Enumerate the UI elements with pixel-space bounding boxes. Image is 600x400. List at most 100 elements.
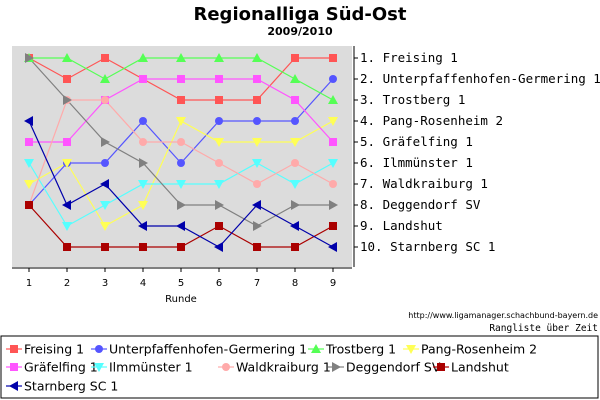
data-point bbox=[290, 221, 299, 231]
data-point bbox=[215, 75, 223, 83]
legend-label: Gräfelfing 1 bbox=[24, 360, 98, 375]
rank-label: 10. Starnberg SC 1 bbox=[360, 239, 495, 254]
data-point bbox=[328, 159, 338, 168]
legend-label: Unterpfaffenhofen-Germering 1 bbox=[109, 342, 307, 357]
data-point bbox=[290, 74, 300, 83]
data-point bbox=[214, 242, 223, 252]
data-point bbox=[291, 117, 299, 125]
legend-swatch-marker bbox=[311, 344, 321, 353]
rank-label: 7. Waldkraiburg 1 bbox=[360, 176, 488, 191]
data-point bbox=[215, 96, 223, 104]
legend-label: Landshut bbox=[451, 360, 509, 375]
legend-swatch-marker bbox=[95, 345, 103, 353]
legend-label: Starnberg SC 1 bbox=[24, 379, 118, 394]
data-point bbox=[176, 180, 186, 189]
data-point bbox=[62, 200, 71, 210]
data-point bbox=[291, 200, 300, 210]
legend: Freising 1 Unterpfaffenhofen-Germering 1 T… bbox=[6, 342, 537, 394]
data-point bbox=[101, 243, 109, 251]
data-point bbox=[253, 75, 261, 83]
data-point bbox=[214, 138, 224, 147]
legend-swatch-marker bbox=[10, 363, 18, 371]
data-point bbox=[328, 117, 338, 126]
data-point bbox=[291, 243, 299, 251]
rank-labels: 1. Freising 1 2. Unterpfaffenhofen-Germer… bbox=[354, 50, 600, 254]
legend-swatch-marker bbox=[94, 363, 104, 372]
x-tick-label: 2 bbox=[64, 278, 70, 289]
data-point bbox=[101, 54, 109, 62]
data-point bbox=[214, 53, 224, 62]
data-point bbox=[138, 201, 148, 210]
data-point bbox=[177, 96, 185, 104]
data-point bbox=[139, 117, 147, 125]
rank-label: 6. Ilmmünster 1 bbox=[360, 155, 473, 170]
data-point bbox=[63, 95, 72, 105]
data-point bbox=[177, 200, 186, 210]
data-point bbox=[214, 180, 224, 189]
data-point bbox=[100, 201, 110, 210]
legend-label: Trostberg 1 bbox=[325, 342, 396, 357]
x-tick-label: 7 bbox=[254, 278, 260, 289]
data-point bbox=[101, 159, 109, 167]
data-point bbox=[329, 200, 338, 210]
data-point bbox=[24, 116, 33, 126]
data-point bbox=[62, 222, 72, 231]
data-point bbox=[215, 200, 224, 210]
data-point bbox=[252, 138, 262, 147]
data-point bbox=[215, 222, 223, 230]
data-point bbox=[177, 159, 185, 167]
data-point bbox=[24, 159, 34, 168]
data-point bbox=[177, 138, 185, 146]
data-point bbox=[62, 53, 72, 62]
source-url: http://www.ligamanager.schachbund-bayern… bbox=[408, 311, 598, 320]
data-point bbox=[329, 222, 337, 230]
data-point bbox=[329, 54, 337, 62]
data-point bbox=[329, 180, 337, 188]
data-point bbox=[139, 243, 147, 251]
legend-swatch-marker bbox=[406, 345, 416, 354]
data-point bbox=[329, 75, 337, 83]
data-point bbox=[253, 243, 261, 251]
data-point bbox=[290, 138, 300, 147]
legend-label: Freising 1 bbox=[24, 342, 84, 357]
data-point bbox=[176, 117, 186, 126]
x-tick-label: 1 bbox=[26, 278, 32, 289]
x-tick-label: 9 bbox=[330, 278, 336, 289]
data-point bbox=[329, 138, 337, 146]
rank-label: 8. Deggendorf SV bbox=[360, 197, 481, 212]
rank-label: 5. Gräfelfing 1 bbox=[360, 134, 473, 149]
legend-label: Ilmmünster 1 bbox=[109, 360, 193, 375]
data-point bbox=[253, 96, 261, 104]
rank-label: 3. Trostberg 1 bbox=[360, 92, 465, 107]
chart-caption: Rangliste über Zeit bbox=[489, 323, 598, 334]
data-point bbox=[63, 243, 71, 251]
rank-label: 4. Pang-Rosenheim 2 bbox=[360, 113, 503, 128]
legend-swatch-marker bbox=[332, 362, 341, 372]
data-point bbox=[101, 96, 109, 104]
data-point bbox=[138, 53, 148, 62]
x-tick-label: 6 bbox=[216, 278, 222, 289]
data-point bbox=[252, 159, 262, 168]
data-point bbox=[62, 159, 72, 168]
data-point bbox=[139, 75, 147, 83]
data-point bbox=[252, 200, 261, 210]
x-tick-label: 4 bbox=[140, 278, 146, 289]
data-point bbox=[139, 158, 148, 168]
data-point bbox=[138, 180, 148, 189]
data-point bbox=[24, 180, 34, 189]
x-axis-label: Runde bbox=[165, 294, 197, 305]
data-point bbox=[177, 75, 185, 83]
data-point bbox=[215, 117, 223, 125]
data-point bbox=[291, 54, 299, 62]
legend-swatch-marker bbox=[437, 363, 445, 371]
data-point bbox=[253, 221, 262, 231]
data-point bbox=[176, 53, 186, 62]
data-point bbox=[138, 221, 147, 231]
data-point bbox=[328, 242, 337, 252]
data-point bbox=[25, 138, 33, 146]
data-point bbox=[63, 75, 71, 83]
chart-title: Regionalliga Süd-Ost bbox=[193, 4, 406, 25]
data-point bbox=[139, 138, 147, 146]
data-point bbox=[25, 53, 34, 63]
data-point bbox=[291, 159, 299, 167]
